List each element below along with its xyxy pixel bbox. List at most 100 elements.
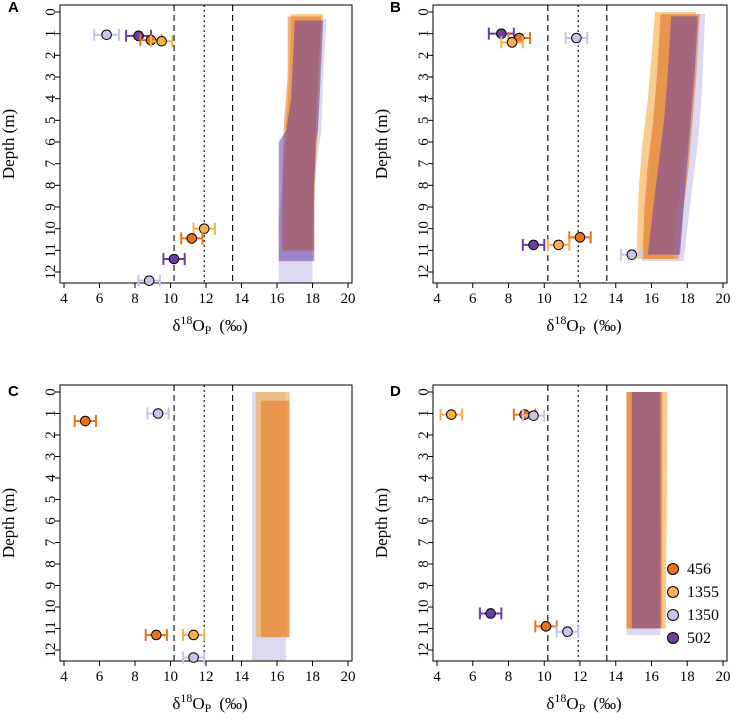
y-tick-label: 4 — [43, 94, 59, 102]
point-marker — [540, 621, 552, 632]
x-tick-label: 10 — [537, 669, 552, 685]
y-tick-label: 1 — [43, 30, 59, 38]
x-tick-label: 16 — [270, 291, 286, 307]
data-point-1355 — [181, 628, 206, 641]
x-tick-label: 4 — [60, 669, 68, 685]
y-tick-label: 8 — [416, 560, 432, 568]
y-tick-label: 8 — [43, 182, 59, 190]
y-tick-label: 1 — [416, 410, 432, 418]
x-tick-label: 18 — [305, 669, 320, 685]
band-layer — [278, 14, 327, 283]
x-tick-label: 6 — [469, 291, 477, 307]
y-tick-label: 10 — [43, 221, 59, 236]
y-axis-title: Depth (m) — [0, 109, 18, 179]
x-tick-label: 18 — [680, 291, 695, 307]
y-tick-label: 10 — [416, 600, 432, 615]
x-tick-label: 12 — [199, 669, 214, 685]
x-tick-label: 14 — [608, 291, 624, 307]
point-marker — [152, 408, 164, 419]
point-marker — [528, 410, 539, 421]
band-layer — [637, 12, 706, 262]
y-tick-label: 7 — [43, 538, 59, 546]
y-tick-label: 12 — [416, 643, 432, 658]
data-point-1355 — [546, 238, 571, 251]
y-tick-label: 6 — [43, 517, 59, 525]
x-tick-label: 20 — [341, 669, 356, 685]
data-point-1355 — [500, 36, 524, 49]
y-tick-label: 7 — [416, 538, 432, 546]
y-tick-label: 2 — [416, 52, 432, 60]
legend-label-502: 502 — [687, 630, 711, 647]
data-point-1355 — [192, 222, 216, 235]
data-point-502 — [487, 27, 515, 40]
panel-letter: B — [390, 0, 401, 16]
data-point-1355 — [149, 35, 174, 48]
data-point-456 — [534, 620, 558, 633]
x-tick-label: 10 — [163, 669, 178, 685]
x-tick-label: 14 — [234, 291, 250, 307]
x-tick-label: 10 — [163, 291, 178, 307]
point-marker — [188, 629, 199, 641]
y-tick-label: 11 — [43, 243, 59, 257]
point-marker — [506, 37, 518, 48]
panel-letter: A — [8, 0, 19, 16]
y-tick-label: 11 — [43, 621, 59, 635]
y-tick-label: 3 — [416, 453, 432, 461]
x-tick-label: 12 — [573, 669, 588, 685]
data-point-502 — [478, 607, 503, 620]
y-tick-label: 11 — [416, 243, 432, 257]
y-tick-label: 10 — [43, 600, 59, 615]
data-point-1350 — [521, 409, 546, 422]
y-tick-label: 10 — [416, 221, 432, 236]
y-axis-title: Depth (m) — [372, 488, 391, 558]
point-marker — [168, 253, 180, 265]
y-tick-label: 6 — [416, 138, 432, 146]
point-marker — [156, 35, 167, 47]
legend-swatch-1350 — [667, 609, 679, 621]
y-tick-label: 6 — [43, 138, 59, 146]
x-axis-title: δ18OP (‰) — [546, 313, 621, 337]
point-marker — [80, 415, 91, 427]
point-marker — [553, 239, 564, 251]
data-point-1350 — [620, 248, 644, 261]
y-tick-label: 0 — [416, 388, 432, 396]
x-tick-label: 12 — [573, 291, 588, 307]
y-tick-label: 9 — [416, 203, 432, 211]
x-tick-label: 10 — [537, 291, 552, 307]
y-tick-label: 5 — [43, 117, 59, 125]
data-point-502 — [521, 238, 546, 251]
y-tick-label: 8 — [416, 182, 432, 190]
x-tick-label: 4 — [433, 669, 441, 685]
y-tick-label: 0 — [416, 8, 432, 16]
x-tick-label: 8 — [131, 669, 139, 685]
depth-band-502 — [278, 20, 324, 262]
x-tick-label: 14 — [608, 669, 624, 685]
y-tick-label: 2 — [43, 431, 59, 439]
x-tick-label: 6 — [96, 669, 104, 685]
y-tick-label: 1 — [416, 30, 432, 38]
point-marker — [626, 249, 638, 260]
x-tick-label: 6 — [469, 669, 477, 685]
y-tick-label: 12 — [43, 265, 59, 280]
x-axis-title: δ18OP (‰) — [546, 691, 621, 715]
x-tick-label: 8 — [505, 669, 513, 685]
x-tick-label: 4 — [60, 291, 68, 307]
y-tick-label: 7 — [416, 159, 432, 167]
y-tick-label: 4 — [416, 474, 432, 482]
y-tick-label: 5 — [416, 496, 432, 504]
legend-label-1355: 1355 — [687, 584, 719, 601]
point-marker — [188, 652, 199, 663]
x-tick-label: 20 — [341, 291, 356, 307]
y-axis-title: Depth (m) — [372, 109, 391, 179]
y-tick-label: 0 — [43, 388, 59, 396]
y-tick-label: 3 — [43, 453, 59, 461]
data-point-1350 — [564, 32, 589, 44]
legend-label-456: 456 — [687, 561, 711, 578]
x-tick-label: 20 — [716, 291, 731, 307]
point-marker — [446, 409, 457, 420]
data-point-456 — [568, 231, 592, 244]
